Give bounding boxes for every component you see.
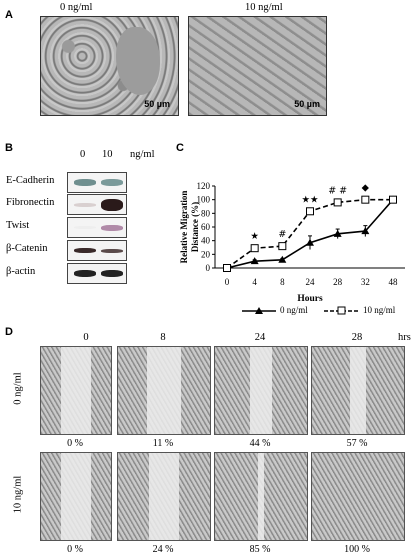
point-1-0 bbox=[223, 264, 231, 272]
y-tick-label-4: 80 bbox=[201, 208, 211, 218]
closure-pct-0-2: 44 % bbox=[249, 438, 271, 449]
lane-label-0: 0 bbox=[80, 149, 86, 160]
x-axis-label: Hours bbox=[297, 294, 323, 304]
blot-strip-3 bbox=[67, 240, 127, 261]
wound-gap-0-0 bbox=[61, 347, 91, 434]
blot-band-2-0 bbox=[74, 226, 96, 229]
blot-strip-2 bbox=[67, 217, 127, 238]
x-tick-label-3: 24 bbox=[306, 277, 316, 287]
blot-unit: ng/ml bbox=[130, 149, 155, 160]
scale-label-0: 50 µm bbox=[144, 99, 170, 109]
significance-marker-3: # # bbox=[328, 185, 347, 196]
y-axis-label-cont: Distance (%) bbox=[190, 202, 200, 252]
significance-marker-2: ★★ bbox=[301, 194, 318, 205]
wound-gap-1-2 bbox=[258, 453, 264, 540]
time-label-3: 28 bbox=[351, 332, 363, 343]
significance-marker-0: ★ bbox=[250, 231, 259, 242]
x-tick-label-1: 4 bbox=[252, 277, 257, 287]
lane-label-1: 10 bbox=[102, 149, 113, 160]
blot-band-0-0 bbox=[74, 179, 96, 186]
micrograph-10ng: 50 µm bbox=[188, 16, 327, 116]
panel-b-letter: B bbox=[5, 142, 13, 154]
y-axis-label: Relative Migration bbox=[179, 191, 189, 264]
legend-swatch-0ng bbox=[242, 307, 276, 314]
y-tick-label-6: 120 bbox=[197, 181, 211, 191]
time-label-2: 24 bbox=[254, 332, 266, 343]
row-label-1: 10 ng/ml bbox=[12, 475, 24, 513]
point-0-1 bbox=[250, 257, 259, 265]
scale-label-1: 50 µm bbox=[294, 99, 320, 109]
significance-marker-1: # bbox=[278, 229, 286, 240]
protein-label-4: β-actin bbox=[6, 266, 36, 277]
y-tick-label-0: 0 bbox=[206, 263, 211, 273]
panel-c-letter: C bbox=[176, 142, 184, 154]
x-tick-label-2: 8 bbox=[280, 277, 285, 287]
wound-image-1-1 bbox=[117, 452, 211, 541]
blot-band-0-1 bbox=[101, 179, 123, 186]
wound-image-1-0 bbox=[40, 452, 112, 541]
protein-label-1: Fibronectin bbox=[6, 197, 55, 208]
blot-strip-0 bbox=[67, 172, 127, 193]
point-1-2 bbox=[278, 242, 287, 251]
legend-swatch-10ng bbox=[324, 306, 360, 315]
protein-label-2: Twist bbox=[6, 220, 30, 231]
blot-band-4-1 bbox=[101, 270, 123, 277]
wound-image-1-3 bbox=[311, 452, 405, 541]
panel-a-title-1: 10 ng/ml bbox=[245, 2, 283, 13]
time-unit: hrs bbox=[398, 332, 411, 343]
panel-a-letter: A bbox=[5, 9, 13, 21]
closure-pct-0-0: 0 % bbox=[67, 438, 83, 449]
panel-d-letter: D bbox=[5, 326, 13, 338]
wound-image-1-2 bbox=[214, 452, 308, 541]
point-0-5 bbox=[361, 227, 370, 235]
point-1-5 bbox=[361, 195, 370, 204]
point-0-3 bbox=[306, 238, 314, 246]
wound-image-0-2 bbox=[214, 346, 308, 435]
y-tick-label-5: 100 bbox=[197, 195, 211, 205]
point-1-1 bbox=[250, 244, 259, 253]
wound-image-0-0 bbox=[40, 346, 112, 435]
wound-gap-0-3 bbox=[349, 347, 367, 434]
protein-label-3: β-Catenin bbox=[6, 243, 48, 254]
wound-image-0-3 bbox=[311, 346, 405, 435]
blot-band-2-1 bbox=[101, 224, 123, 231]
point-0-4 bbox=[333, 229, 342, 237]
y-tick-label-2: 40 bbox=[201, 236, 211, 246]
wound-gap-1-0 bbox=[61, 453, 91, 540]
wound-gap-0-1 bbox=[146, 347, 182, 434]
wound-gap-0-2 bbox=[250, 347, 272, 434]
blot-band-1-0 bbox=[74, 202, 96, 207]
time-label-1: 8 bbox=[160, 332, 166, 343]
y-tick-label-1: 20 bbox=[201, 249, 211, 259]
blot-band-3-0 bbox=[74, 248, 96, 253]
x-tick-label-4: 28 bbox=[333, 277, 343, 287]
time-label-0: 0 bbox=[83, 332, 89, 343]
point-1-3 bbox=[306, 207, 314, 216]
closure-pct-0-3: 57 % bbox=[346, 438, 368, 449]
point-1-4 bbox=[333, 198, 342, 207]
x-tick-label-6: 48 bbox=[389, 277, 399, 287]
blot-strip-4 bbox=[67, 263, 127, 284]
point-1-6 bbox=[389, 195, 397, 204]
blot-band-3-1 bbox=[101, 248, 123, 253]
blot-band-4-0 bbox=[74, 270, 96, 277]
legend-label-0ng: 0 ng/ml bbox=[280, 305, 308, 315]
panel-a-title-0: 0 ng/ml bbox=[60, 2, 93, 13]
blot-band-1-1 bbox=[101, 198, 123, 211]
closure-pct-0-1: 11 % bbox=[152, 438, 174, 449]
x-tick-label-0: 0 bbox=[225, 277, 230, 287]
significance-marker-4: ◆ bbox=[362, 183, 370, 194]
x-tick-label-5: 32 bbox=[361, 277, 370, 287]
wound-gap-1-1 bbox=[149, 453, 179, 540]
blot-strip-1 bbox=[67, 194, 127, 215]
legend-label-10ng: 10 ng/ml bbox=[363, 305, 396, 315]
micrograph-0ng: 50 µm bbox=[40, 16, 179, 116]
y-tick-label-3: 60 bbox=[201, 222, 211, 232]
row-label-0: 0 ng/ml bbox=[12, 371, 24, 405]
point-0-2 bbox=[278, 255, 287, 263]
wound-image-0-1 bbox=[117, 346, 211, 435]
protein-label-0: E-Cadherin bbox=[6, 175, 55, 186]
